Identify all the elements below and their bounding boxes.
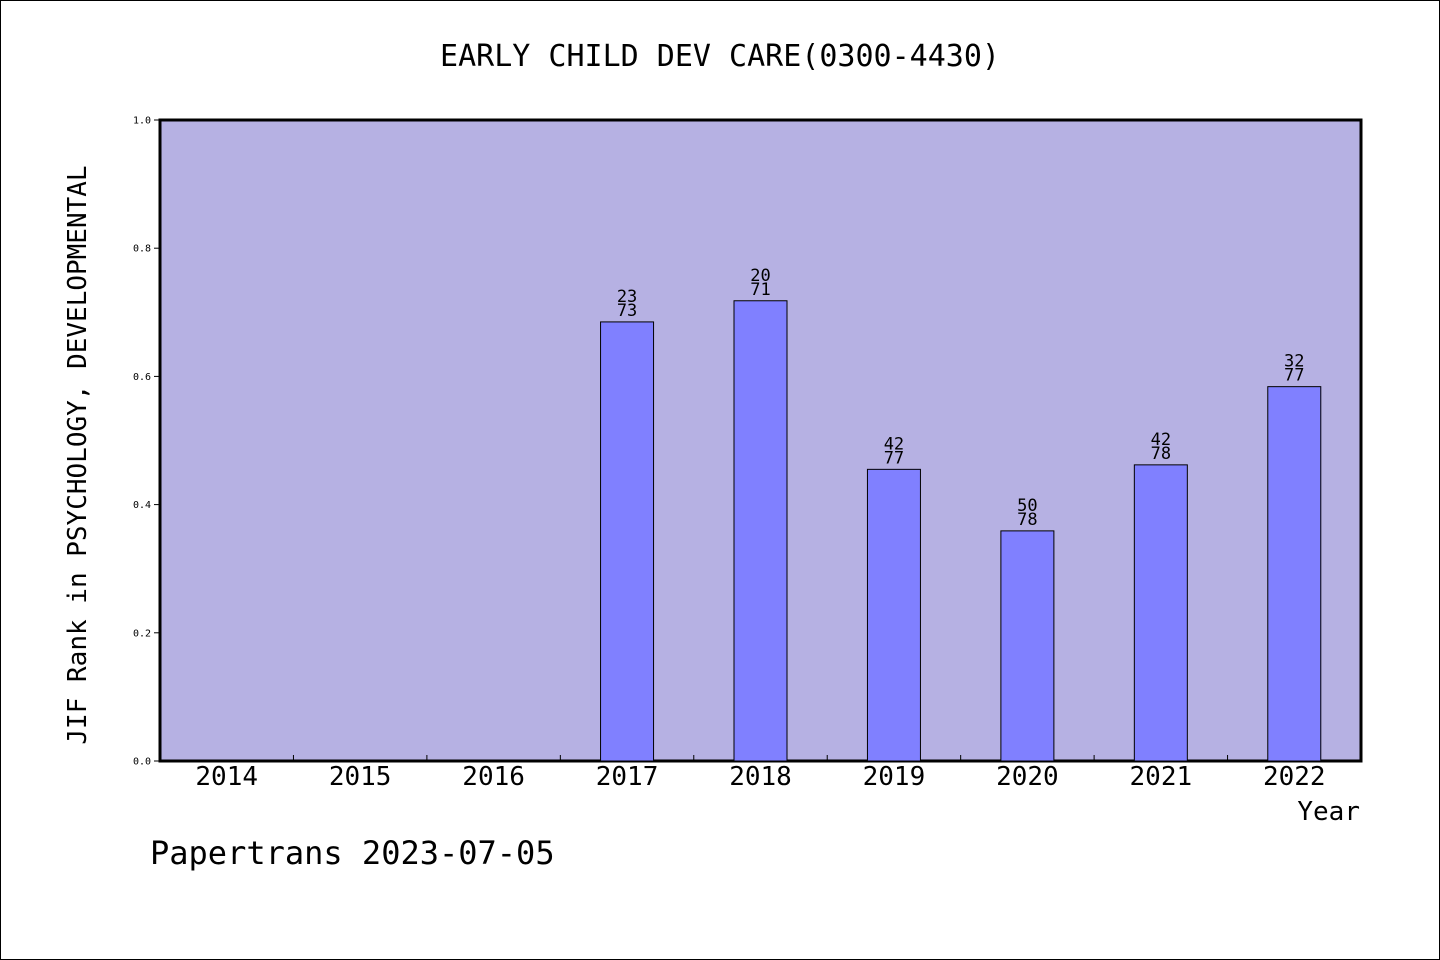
y-tick-label: 0.2 bbox=[133, 628, 151, 639]
bar-2020 bbox=[1000, 530, 1055, 762]
y-tick-label: 0.6 bbox=[133, 372, 151, 383]
x-tick-label: 2017 bbox=[596, 762, 659, 792]
chart-title: EARLY CHILD DEV CARE(0300-4430) bbox=[440, 39, 1000, 74]
bar-rank-label: 23 bbox=[617, 287, 637, 307]
bar-2021 bbox=[1133, 464, 1188, 762]
watermark-text: Papertrans 2023-07-05 bbox=[150, 834, 555, 872]
bar-total-label: 71 bbox=[750, 280, 770, 300]
bar-2022 bbox=[1267, 386, 1322, 762]
bars-group bbox=[600, 300, 1322, 762]
x-tick-label: 2015 bbox=[329, 762, 392, 792]
bar-total-label: 78 bbox=[1151, 444, 1171, 464]
bar-total-label: 77 bbox=[884, 448, 904, 468]
bar-rank-label: 50 bbox=[1017, 496, 1037, 516]
x-tick-label: 2020 bbox=[996, 762, 1059, 792]
bar-2019 bbox=[866, 468, 921, 762]
y-tick-label: 0.0 bbox=[133, 757, 151, 768]
bar-2018 bbox=[733, 300, 788, 762]
y-tick-label: 0.8 bbox=[133, 244, 151, 255]
bar-total-label: 73 bbox=[617, 301, 637, 321]
x-tick-label: 2021 bbox=[1130, 762, 1193, 792]
x-tick-label: 2018 bbox=[729, 762, 792, 792]
y-axis-label: JIF Rank in PSYCHOLOGY, DEVELOPMENTAL bbox=[63, 165, 93, 744]
x-tick-label: 2016 bbox=[462, 762, 525, 792]
bar-rank-label: 32 bbox=[1284, 352, 1304, 372]
x-tick-label: 2019 bbox=[863, 762, 926, 792]
y-tick-label: 1.0 bbox=[133, 116, 151, 127]
x-axis-label: Year bbox=[1297, 797, 1360, 827]
x-tick-label: 2022 bbox=[1263, 762, 1326, 792]
bar-rank-label: 42 bbox=[884, 434, 904, 454]
x-axis: 2014 2015 2016 2017 2018 2019 2020 2021 2022 bbox=[195, 755, 1326, 792]
y-tick-label: 0.4 bbox=[133, 500, 151, 511]
bar-total-label: 77 bbox=[1284, 366, 1304, 386]
bar-total-label: 78 bbox=[1017, 510, 1037, 530]
y-axis: 0.0 0.2 0.4 0.6 0.8 1.0 bbox=[133, 116, 160, 768]
x-tick-label: 2014 bbox=[195, 762, 258, 792]
bar-rank-label: 20 bbox=[750, 266, 770, 286]
bar-rank-label: 42 bbox=[1151, 430, 1171, 450]
bar-2017 bbox=[600, 321, 655, 762]
